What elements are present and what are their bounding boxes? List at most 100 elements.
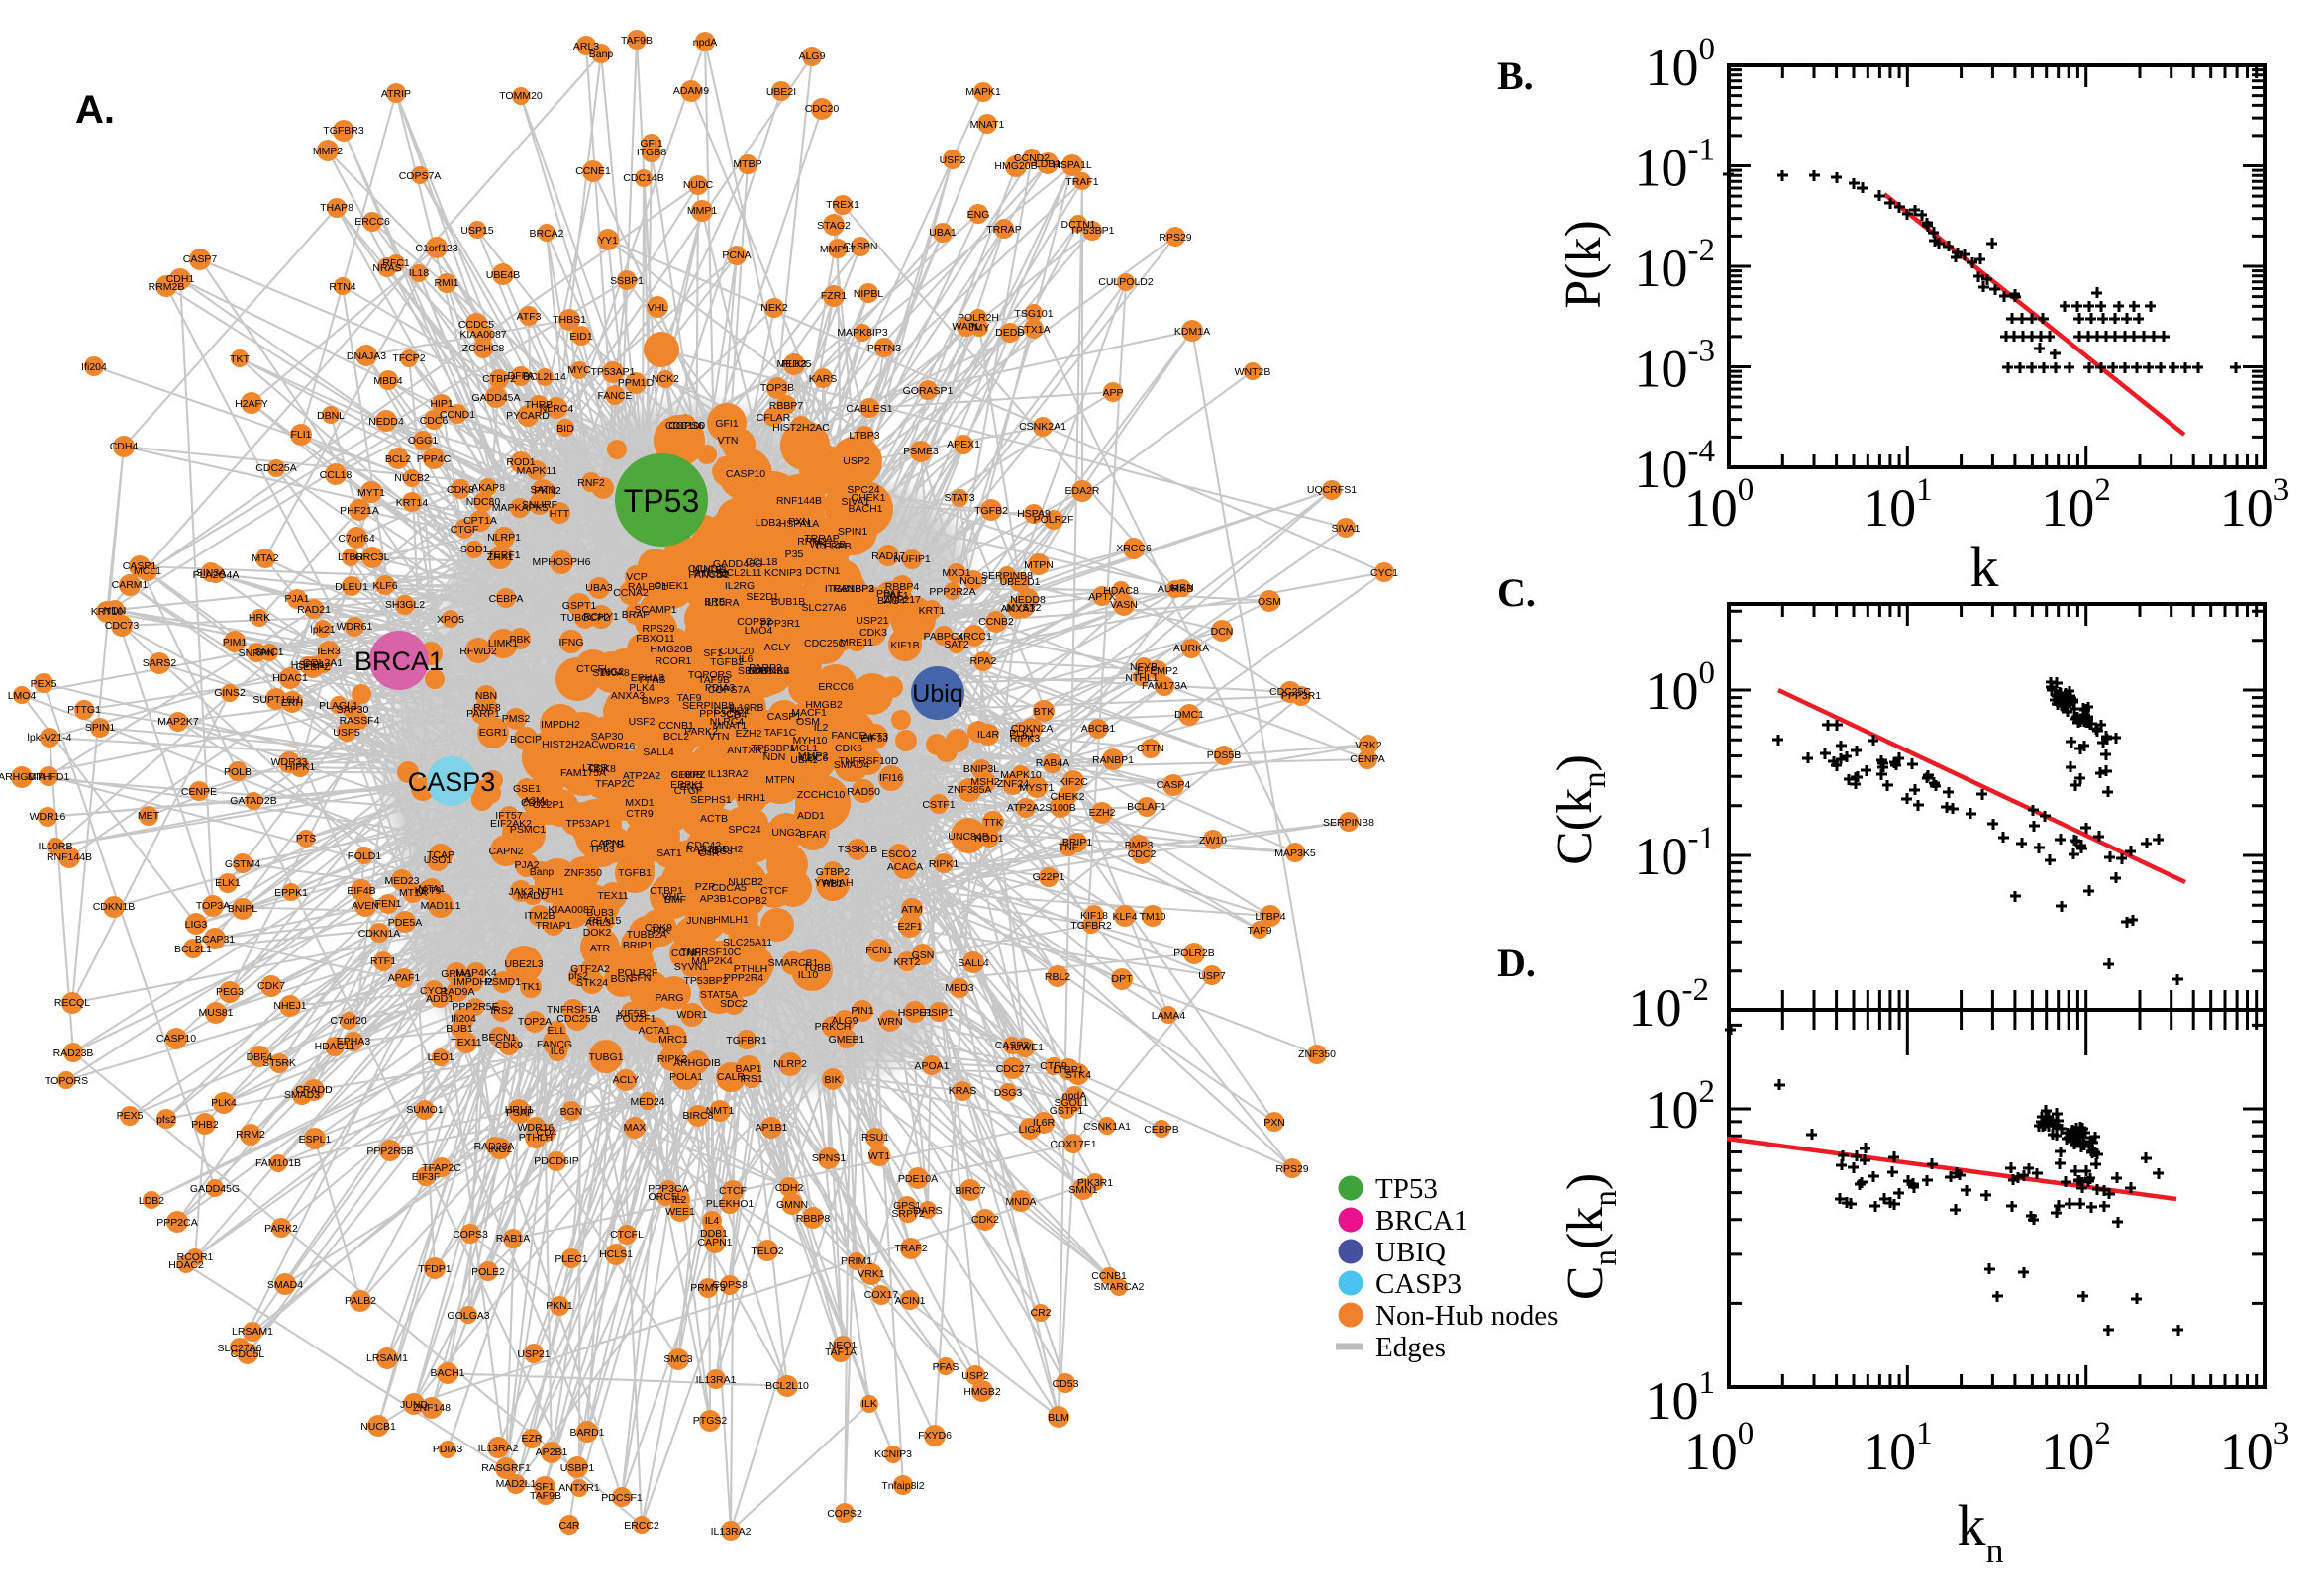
svg-text:PTHLH: PTHLH — [519, 1132, 553, 1144]
svg-text:IRS1: IRS1 — [740, 1073, 763, 1085]
svg-text:RB1: RB1 — [823, 878, 844, 890]
svg-text:CTBP2: CTBP2 — [482, 373, 516, 385]
svg-text:CD53: CD53 — [1053, 1378, 1079, 1390]
svg-text:PDE10A: PDE10A — [898, 1173, 938, 1185]
svg-text:MMP1: MMP1 — [687, 205, 717, 217]
svg-text:NUCB1: NUCB1 — [360, 1421, 396, 1433]
svg-text:lpk21: lpk21 — [310, 624, 335, 636]
svg-text:DEDD: DEDD — [995, 327, 1025, 339]
svg-text:C.: C. — [1497, 570, 1536, 615]
svg-text:LDB1: LDB1 — [748, 665, 773, 677]
svg-text:USP21: USP21 — [856, 615, 888, 627]
svg-text:HCLS1: HCLS1 — [599, 1248, 633, 1260]
svg-text:MAPK8IP3: MAPK8IP3 — [837, 327, 888, 339]
svg-text:CARM1: CARM1 — [112, 579, 149, 591]
svg-text:PXN: PXN — [788, 516, 810, 528]
svg-text:ILK: ILK — [861, 1398, 877, 1410]
svg-text:FLI1: FLI1 — [290, 429, 311, 441]
svg-text:NUFIP1: NUFIP1 — [893, 553, 931, 565]
svg-text:SERPINB9: SERPINB9 — [738, 665, 789, 677]
svg-text:TGFB1: TGFB1 — [618, 867, 652, 879]
svg-text:PPP2CA: PPP2CA — [156, 1217, 197, 1229]
svg-text:CDK9: CDK9 — [645, 922, 672, 934]
svg-text:CDH1: CDH1 — [166, 273, 195, 285]
svg-text:IL4R: IL4R — [977, 729, 1000, 741]
svg-text:PARP2: PARP2 — [749, 662, 782, 674]
svg-text:EIF3J: EIF3J — [860, 733, 887, 745]
svg-text:CD4: CD4 — [726, 709, 747, 721]
svg-text:PTGS2: PTGS2 — [693, 1415, 728, 1427]
svg-text:CTGF: CTGF — [674, 785, 703, 797]
svg-text:TFCP2: TFCP2 — [392, 352, 425, 364]
svg-text:THBS1: THBS1 — [553, 314, 586, 326]
svg-text:MET: MET — [138, 810, 160, 822]
svg-text:USF2: USF2 — [940, 154, 966, 166]
svg-text:XRCC1: XRCC1 — [957, 631, 992, 643]
svg-text:CASP10: CASP10 — [156, 1033, 196, 1045]
svg-text:AKAP8: AKAP8 — [471, 482, 505, 494]
svg-text:USP21: USP21 — [517, 1348, 550, 1360]
svg-text:pfs2: pfs2 — [568, 970, 588, 982]
svg-text:TP53AP1: TP53AP1 — [591, 366, 636, 378]
svg-text:NMT1: NMT1 — [706, 1105, 735, 1117]
svg-text:EDA2R: EDA2R — [1064, 485, 1099, 497]
svg-text:DLEU1: DLEU1 — [335, 581, 368, 593]
svg-text:NEDD4: NEDD4 — [368, 416, 404, 428]
svg-text:WDR16: WDR16 — [518, 1122, 555, 1134]
svg-text:BACH1: BACH1 — [848, 503, 882, 515]
svg-text:POLB: POLB — [224, 766, 252, 778]
svg-text:KRT1: KRT1 — [919, 605, 946, 617]
svg-text:VTN: VTN — [709, 731, 730, 743]
svg-text:ANXA3: ANXA3 — [611, 690, 646, 702]
svg-text:DCTN1: DCTN1 — [805, 565, 840, 577]
svg-text:BCLAF1: BCLAF1 — [1127, 801, 1166, 813]
svg-text:MAP4K4: MAP4K4 — [455, 967, 497, 979]
svg-text:SLC27A6: SLC27A6 — [802, 602, 847, 614]
svg-text:ERCC6: ERCC6 — [818, 681, 854, 693]
svg-text:BRIP1: BRIP1 — [623, 940, 654, 951]
svg-text:THRB: THRB — [525, 399, 554, 411]
svg-text:MNDA: MNDA — [1006, 1196, 1037, 1208]
svg-text:EID1: EID1 — [569, 331, 593, 343]
svg-text:KRT9: KRT9 — [415, 885, 442, 897]
svg-text:FCN1: FCN1 — [865, 945, 893, 956]
svg-text:TFDP1: TFDP1 — [418, 1263, 451, 1275]
svg-text:ZNF350: ZNF350 — [564, 867, 602, 879]
svg-text:CTTN: CTTN — [1137, 743, 1164, 754]
svg-text:CAPN2: CAPN2 — [488, 846, 523, 857]
svg-text:GOLGA3: GOLGA3 — [447, 1310, 489, 1322]
svg-text:CCNE1: CCNE1 — [575, 165, 611, 177]
svg-text:IER3: IER3 — [317, 646, 341, 657]
svg-text:ARL3: ARL3 — [585, 917, 611, 929]
svg-text:OSM: OSM — [796, 716, 820, 728]
svg-text:CCNA2: CCNA2 — [613, 587, 649, 599]
svg-text:TAF9B: TAF9B — [698, 674, 730, 686]
svg-text:SLC25A11: SLC25A11 — [723, 937, 772, 948]
svg-text:WNT2B: WNT2B — [1235, 366, 1271, 378]
svg-text:NLRC4: NLRC4 — [710, 716, 745, 728]
svg-text:TAF1A: TAF1A — [825, 1347, 857, 1358]
svg-text:CDKN1A: CDKN1A — [358, 928, 401, 940]
svg-text:SERPINB8: SERPINB8 — [1323, 817, 1374, 829]
svg-text:SIVA1: SIVA1 — [1332, 523, 1361, 535]
svg-text:GPS1: GPS1 — [893, 1200, 921, 1212]
svg-text:DMC1: DMC1 — [1174, 709, 1204, 721]
svg-text:CEBPB: CEBPB — [1144, 1124, 1179, 1136]
svg-text:COPS2: COPS2 — [827, 1508, 862, 1520]
svg-text:LAMA4: LAMA4 — [1152, 1010, 1186, 1022]
svg-text:COL2A1: COL2A1 — [303, 657, 343, 669]
svg-text:SERPINB8: SERPINB8 — [682, 700, 734, 712]
svg-text:HRH1: HRH1 — [738, 792, 766, 804]
svg-text:STAT5A: STAT5A — [700, 989, 738, 1001]
svg-text:KIAA0087: KIAA0087 — [459, 329, 506, 341]
svg-text:C7orf64: C7orf64 — [338, 533, 375, 545]
svg-text:CCND2: CCND2 — [1014, 152, 1050, 164]
svg-text:USP2: USP2 — [961, 1370, 989, 1382]
svg-text:ING2: ING2 — [488, 1144, 513, 1155]
svg-text:MMP17: MMP17 — [820, 244, 856, 255]
svg-text:EZH2: EZH2 — [1089, 807, 1116, 819]
svg-text:TAF9: TAF9 — [1248, 925, 1272, 937]
svg-text:Ifi204: Ifi204 — [81, 361, 107, 373]
svg-text:PJA2: PJA2 — [514, 859, 539, 871]
svg-text:BUB1B: BUB1B — [771, 596, 805, 608]
